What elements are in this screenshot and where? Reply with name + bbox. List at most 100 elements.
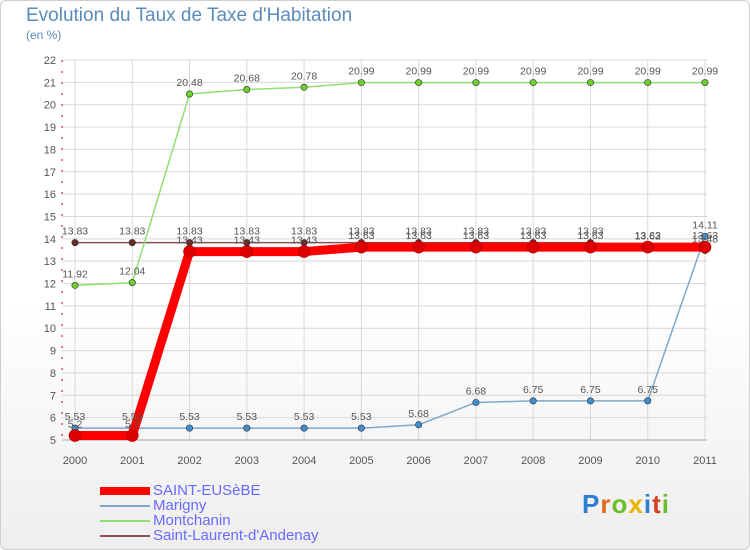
data-label: 13.43 — [234, 235, 260, 247]
data-label: 13.62 — [635, 230, 661, 242]
y-tick-label: 14 — [44, 234, 56, 246]
data-label: 20.99 — [463, 66, 489, 78]
data-point-saint-eus-be — [584, 240, 597, 254]
series-line-montchanin — [74, 81, 706, 287]
data-label: 5.2 — [125, 419, 140, 431]
x-tick-label: 2003 — [235, 455, 259, 467]
data-point-marigny — [586, 397, 594, 405]
series-line-saint-eus-be — [70, 242, 710, 441]
y-tick-label: 8 — [50, 368, 56, 380]
data-label: 13.43 — [291, 235, 317, 247]
y-tick-label: 19 — [44, 122, 56, 134]
data-label: 6.75 — [523, 384, 544, 396]
data-label: 13.63 — [692, 230, 718, 242]
data-point-saint-eus-be — [355, 240, 368, 254]
series-line-marigny — [74, 235, 706, 429]
y-tick-label: 7 — [50, 390, 56, 402]
data-label: 20.99 — [577, 66, 603, 78]
data-label: 13.83 — [577, 226, 603, 238]
data-label: 5.53 — [237, 411, 258, 423]
data-label: 20.99 — [692, 66, 718, 78]
data-point-marigny — [472, 398, 480, 406]
data-label: 13.83 — [405, 226, 431, 238]
y-tick-label: 11 — [45, 301, 56, 313]
data-label: 20.68 — [234, 73, 260, 85]
data-point-saint-eus-be — [240, 245, 254, 258]
data-label: 13.63 — [463, 230, 489, 242]
data-label: 20.99 — [405, 66, 431, 78]
data-label: 5.53 — [122, 411, 143, 423]
x-tick-label: 2002 — [177, 455, 201, 467]
x-tick-label: 2001 — [120, 455, 144, 467]
legend-label: Marigny — [153, 497, 207, 514]
data-point-marigny — [701, 232, 709, 240]
data-point-montchanin — [529, 79, 537, 87]
y-tick-label: 20 — [44, 100, 56, 112]
x-tick-label: 2007 — [464, 455, 488, 467]
x-tick-label: 2009 — [578, 455, 602, 467]
data-label: 20.99 — [635, 66, 661, 78]
y-tick-label: 22 — [44, 55, 56, 67]
chart-title: Evolution du Taux de Taxe d'Habitation — [26, 5, 353, 26]
y-tick-label: 6 — [50, 413, 56, 425]
data-label: 13.83 — [348, 226, 374, 238]
data-point-montchanin — [644, 79, 652, 87]
data-point-montchanin — [357, 79, 365, 87]
data-point-montchanin — [128, 279, 136, 287]
legend-swatch-marigny — [100, 505, 150, 507]
x-tick-label: 2004 — [292, 455, 316, 467]
data-point-marigny — [243, 424, 251, 432]
data-point-montchanin — [472, 79, 480, 87]
y-tick-label: 5 — [50, 435, 56, 447]
data-point-marigny — [186, 424, 194, 432]
data-label: 13.83 — [119, 226, 145, 238]
data-point-marigny — [529, 397, 537, 405]
y-tick-label: 12 — [44, 279, 56, 291]
chart-subtitle: (en %) — [26, 28, 62, 42]
data-label: 13.83 — [463, 226, 489, 238]
data-label: 13.83 — [62, 226, 88, 238]
data-label: 13.83 — [291, 226, 317, 238]
y-tick-label: 9 — [50, 346, 56, 358]
data-label: 13.83 — [234, 226, 260, 238]
data-label: 5.53 — [351, 411, 372, 423]
legend-swatch-saint-eusebe — [100, 487, 150, 495]
legend-label: Montchanin — [153, 512, 231, 529]
data-point-saint-laurent-d-andenay — [71, 239, 79, 247]
x-tick-label: 2006 — [406, 455, 430, 467]
data-point-montchanin — [415, 79, 423, 87]
y-tick-label: 17 — [44, 167, 56, 179]
y-tick-label: 18 — [44, 144, 56, 156]
data-label: 5.53 — [179, 411, 200, 423]
legend-label: SAINT-EUSèBE — [153, 482, 261, 499]
y-tick-label: 10 — [44, 323, 56, 335]
data-label: 13.83 — [176, 226, 202, 238]
y-tick-label: 21 — [44, 77, 56, 89]
data-label: 5.53 — [294, 411, 315, 423]
data-label: 6.68 — [466, 385, 487, 397]
data-point-marigny — [357, 424, 365, 432]
data-point-marigny — [644, 397, 652, 405]
data-label: 20.99 — [348, 66, 374, 78]
legend-swatch-montchanin — [100, 520, 150, 522]
data-label: 14.11 — [692, 219, 718, 231]
data-label: 13.43 — [176, 235, 202, 247]
legend-swatch-saint-laurent — [100, 535, 150, 537]
data-point-saint-eus-be — [641, 240, 655, 254]
proxiti-logo: Proxiti — [582, 489, 670, 519]
y-tick-label: 13 — [44, 256, 56, 268]
x-tick-label: 2000 — [63, 455, 87, 467]
data-label: 6.75 — [638, 384, 659, 396]
data-label: 13.63 — [577, 230, 603, 242]
data-point-montchanin — [186, 90, 194, 98]
data-point-saint-eus-be — [698, 240, 712, 254]
data-label: 20.99 — [520, 66, 546, 78]
data-label: 11.92 — [62, 268, 88, 280]
data-point-montchanin — [586, 79, 594, 87]
data-label: 13.63 — [348, 230, 374, 242]
data-point-saint-eus-be — [412, 240, 425, 254]
data-point-saint-laurent-d-andenay — [128, 239, 136, 247]
x-tick-label: 2010 — [635, 455, 659, 467]
